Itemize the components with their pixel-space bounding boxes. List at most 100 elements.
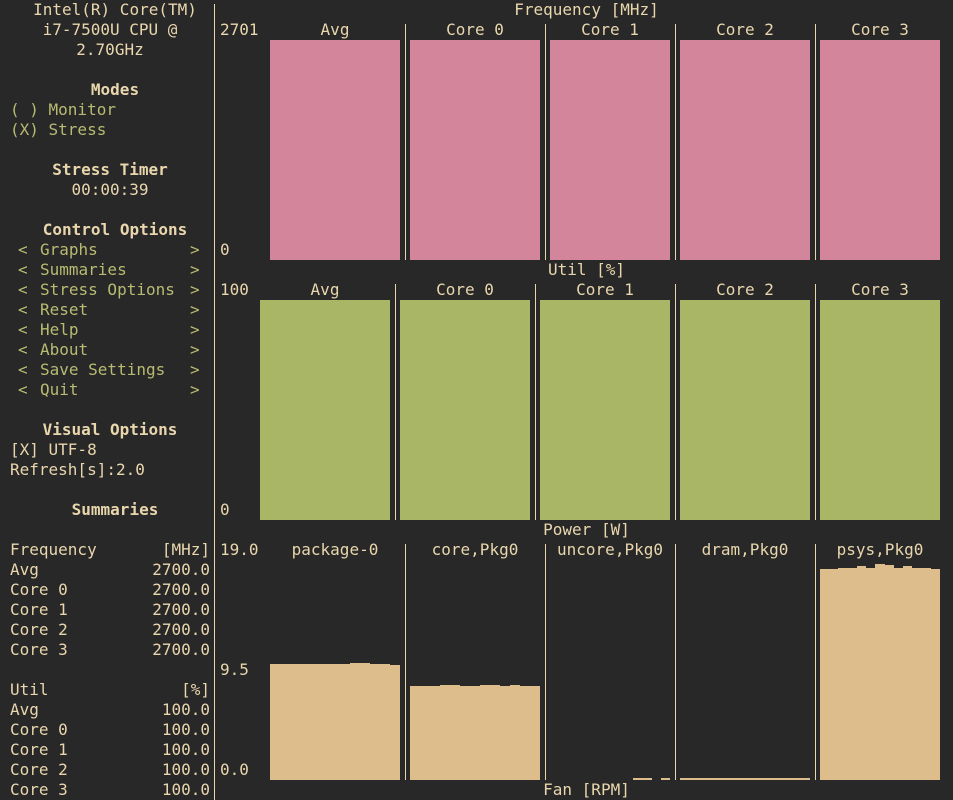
refresh-rate-field[interactable]: Refresh[s]:2.0 xyxy=(10,460,145,479)
summaries-title: Summaries xyxy=(71,500,159,519)
menu-right-bracket: > xyxy=(190,380,200,399)
power-bar-segment xyxy=(440,685,450,780)
power-bar-segment xyxy=(829,569,838,780)
menu-item-summaries[interactable]: < Summaries > xyxy=(18,260,208,280)
menu-item-about[interactable]: < About > xyxy=(18,340,208,360)
util-column-divider xyxy=(535,284,536,520)
power-bar-segment xyxy=(740,778,750,780)
power-bar-segment xyxy=(360,663,370,780)
util-bar xyxy=(540,300,670,520)
power-bar-segment xyxy=(710,778,720,780)
frequency-bar xyxy=(820,40,940,260)
menu-item-save-settings[interactable]: < Save Settings > xyxy=(18,360,208,380)
power-bar-segment xyxy=(430,686,440,780)
frequency-max-label: 2701 xyxy=(220,20,259,39)
util-column-header: Avg xyxy=(310,280,340,299)
power-bar-segment xyxy=(922,568,931,780)
frequency-column-divider xyxy=(545,24,546,260)
power-bar-segment xyxy=(780,778,790,780)
menu-right-bracket: > xyxy=(190,260,200,279)
summary-row-name: Core 1 xyxy=(10,600,68,619)
menu-right-bracket: > xyxy=(190,340,200,359)
menu-left-bracket: < xyxy=(18,360,28,379)
power-bar-segment xyxy=(770,778,780,780)
menu-right-bracket: > xyxy=(190,240,200,259)
menu-item-label: Graphs xyxy=(40,240,98,259)
util-column-divider xyxy=(815,284,816,520)
fan-graph-title: Fan [RPM] xyxy=(543,780,630,799)
power-bar-segment xyxy=(931,569,940,780)
menu-item-label: About xyxy=(40,340,89,359)
summary-util-label: Util xyxy=(10,680,49,699)
power-bar-segment xyxy=(290,664,300,780)
menu-item-help[interactable]: < Help > xyxy=(18,320,208,340)
power-column-header: core,Pkg0 xyxy=(431,540,519,559)
menu-right-bracket: > xyxy=(190,320,200,339)
frequency-column-header: Core 2 xyxy=(716,20,774,39)
menu-right-bracket: > xyxy=(190,360,200,379)
power-bar-segment xyxy=(633,778,642,780)
power-bar-segment xyxy=(410,686,420,780)
util-column-divider xyxy=(395,284,396,520)
power-bar-segment xyxy=(390,665,400,780)
mode-monitor-radio[interactable]: ( ) Monitor xyxy=(10,100,116,119)
util-column-header: Core 2 xyxy=(716,280,774,299)
summary-row-value: 2700.0 xyxy=(152,580,210,599)
util-bar xyxy=(260,300,390,520)
frequency-column-header: Core 0 xyxy=(446,20,504,39)
power-bar-segment xyxy=(320,664,330,780)
power-bar-segment xyxy=(720,778,730,780)
power-bar-segment xyxy=(480,685,490,780)
menu-item-label: Reset xyxy=(40,300,89,319)
menu-item-stress-options[interactable]: < Stress Options > xyxy=(18,280,208,300)
power-column-header: dram,Pkg0 xyxy=(701,540,789,559)
summary-row-name: Core 2 xyxy=(10,760,68,779)
menu-left-bracket: < xyxy=(18,260,28,279)
power-column-divider xyxy=(675,544,676,780)
power-bar-segment xyxy=(460,686,470,780)
power-bar-segment xyxy=(520,686,530,780)
util-bar xyxy=(400,300,530,520)
power-bar-segment xyxy=(885,565,894,780)
power-mid-label: 9.5 xyxy=(220,660,249,679)
cpu-model-line1: Intel(R) Core(TM) xyxy=(33,0,197,19)
utf8-checkbox[interactable]: [X] UTF-8 xyxy=(10,440,97,459)
power-bar-segment xyxy=(820,569,829,780)
menu-item-graphs[interactable]: < Graphs > xyxy=(18,240,208,260)
power-bar-segment xyxy=(680,778,690,780)
summary-row-name: Core 1 xyxy=(10,740,68,759)
summary-row-name: Core 3 xyxy=(10,780,68,799)
util-bar xyxy=(820,300,940,520)
frequency-column-divider xyxy=(675,24,676,260)
power-bar-segment xyxy=(750,778,760,780)
menu-item-quit[interactable]: < Quit > xyxy=(18,380,208,400)
util-column-header: Core 3 xyxy=(851,280,909,299)
power-column-header: psys,Pkg0 xyxy=(836,540,924,559)
power-bar-segment xyxy=(300,664,310,780)
power-bar-segment xyxy=(450,685,460,780)
summary-row-value: 100.0 xyxy=(161,740,210,759)
power-bar-segment xyxy=(270,664,280,780)
power-bar-segment xyxy=(340,664,350,780)
power-bar-segment xyxy=(790,778,800,780)
power-bar-segment xyxy=(370,664,380,780)
menu-item-label: Save Settings xyxy=(40,360,166,379)
frequency-column-divider xyxy=(815,24,816,260)
power-bar-segment xyxy=(310,664,320,780)
summary-row-value: 2700.0 xyxy=(152,600,210,619)
menu-left-bracket: < xyxy=(18,380,28,399)
power-bar-segment xyxy=(894,568,903,780)
modes-title: Modes xyxy=(90,80,140,99)
mode-stress-radio[interactable]: (X) Stress xyxy=(10,120,107,139)
menu-item-reset[interactable]: < Reset > xyxy=(18,300,208,320)
power-bar-segment xyxy=(500,686,510,780)
frequency-column-header: Avg xyxy=(320,20,350,39)
summary-row-name: Avg xyxy=(10,700,39,719)
power-bar-segment xyxy=(838,568,848,780)
frequency-bar xyxy=(270,40,400,260)
util-column-header: Core 0 xyxy=(436,280,494,299)
summary-row-name: Core 0 xyxy=(10,720,68,739)
summary-row-value: 100.0 xyxy=(161,780,210,799)
summary-row-value: 100.0 xyxy=(161,720,210,739)
summary-row-name: Core 2 xyxy=(10,620,68,639)
